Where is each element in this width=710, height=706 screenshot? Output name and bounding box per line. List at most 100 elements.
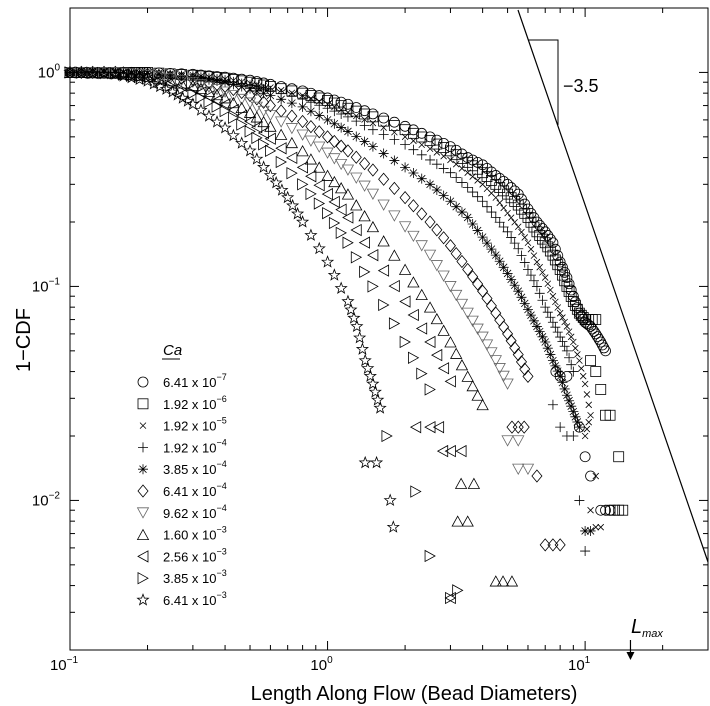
marker-asterisk bbox=[555, 371, 566, 382]
marker-plus bbox=[416, 149, 427, 160]
marker-x bbox=[581, 380, 589, 388]
marker-x bbox=[464, 169, 471, 176]
marker-triangle-up bbox=[334, 182, 348, 194]
marker-triangle-left bbox=[377, 264, 390, 277]
marker-triangle-up bbox=[358, 210, 371, 222]
marker-star bbox=[140, 74, 155, 87]
marker-asterisk bbox=[367, 141, 378, 152]
x-tick-label: 100 bbox=[310, 655, 333, 674]
marker-x bbox=[536, 263, 543, 271]
marker-triangle-up bbox=[444, 336, 457, 348]
marker-x bbox=[587, 411, 594, 419]
marker-diamond bbox=[519, 362, 531, 376]
marker-circle bbox=[328, 94, 340, 106]
legend-label: 3.85 x 10−4 bbox=[163, 459, 227, 477]
marker-diamond bbox=[462, 262, 474, 277]
marker-plus bbox=[525, 270, 536, 281]
marker-triangle-up bbox=[285, 136, 299, 149]
marker-asterisk bbox=[138, 464, 148, 475]
marker-triangle-right bbox=[378, 298, 390, 312]
marker-triangle-right bbox=[416, 367, 428, 380]
marker-plus bbox=[547, 317, 558, 328]
marker-x bbox=[139, 422, 147, 429]
marker-x bbox=[514, 223, 522, 231]
marker-square bbox=[502, 188, 513, 200]
marker-diamond bbox=[547, 538, 559, 552]
marker-x bbox=[541, 274, 549, 281]
marker-plus bbox=[564, 352, 575, 363]
marker-triangle-down bbox=[274, 116, 288, 128]
marker-asterisk bbox=[142, 68, 153, 79]
marker-square bbox=[477, 167, 489, 179]
marker-asterisk bbox=[522, 304, 533, 315]
marker-triangle-up bbox=[274, 128, 288, 140]
marker-x bbox=[539, 269, 546, 276]
legend-label: 3.85 x 10−3 bbox=[163, 568, 227, 586]
series-star bbox=[63, 65, 400, 533]
marker-circle bbox=[559, 266, 571, 278]
marker-triangle-down bbox=[358, 180, 371, 192]
marker-circle bbox=[595, 336, 607, 348]
slope-triangle bbox=[517, 9, 709, 563]
marker-diamond bbox=[506, 420, 518, 434]
marker-plus bbox=[531, 281, 542, 292]
marker-triangle-left bbox=[296, 161, 308, 174]
marker-plus bbox=[482, 201, 493, 212]
marker-diamond bbox=[297, 114, 309, 129]
marker-x bbox=[585, 418, 593, 426]
marker-asterisk bbox=[451, 201, 462, 212]
marker-star bbox=[218, 121, 232, 134]
marker-square bbox=[571, 303, 583, 315]
marker-star bbox=[86, 66, 100, 79]
marker-asterisk bbox=[486, 244, 497, 255]
marker-square bbox=[481, 171, 493, 182]
marker-circle bbox=[494, 173, 506, 184]
tick-labels: 10−1 100 101 100 10−1 10−2 bbox=[32, 62, 591, 674]
marker-x bbox=[500, 204, 507, 212]
marker-x bbox=[511, 218, 518, 226]
marker-plus bbox=[445, 167, 456, 178]
marker-triangle-left bbox=[399, 295, 411, 308]
marker-square bbox=[505, 192, 517, 204]
marker-star bbox=[132, 72, 147, 86]
marker-circle bbox=[335, 96, 347, 108]
marker-plus bbox=[329, 106, 340, 117]
marker-star bbox=[386, 520, 400, 533]
marker-triangle-left bbox=[388, 279, 400, 293]
marker-star bbox=[383, 493, 397, 507]
marker-triangle-down bbox=[152, 71, 166, 83]
marker-asterisk bbox=[519, 298, 530, 309]
marker-square bbox=[509, 196, 521, 207]
marker-triangle-up bbox=[476, 398, 489, 411]
marker-plus bbox=[513, 243, 524, 254]
marker-x bbox=[583, 391, 591, 398]
marker-asterisk bbox=[118, 67, 129, 78]
marker-x bbox=[574, 351, 581, 358]
marker-plus bbox=[138, 442, 148, 453]
marker-triangle-up bbox=[489, 575, 502, 587]
marker-square bbox=[573, 307, 585, 319]
lmax-label: L bbox=[631, 616, 642, 638]
marker-triangle-left bbox=[164, 76, 176, 90]
marker-diamond bbox=[515, 355, 528, 369]
marker-triangle-up bbox=[407, 276, 420, 288]
marker-asterisk bbox=[456, 207, 467, 218]
marker-circle bbox=[509, 185, 521, 197]
marker-plus bbox=[477, 196, 488, 207]
marker-asterisk bbox=[276, 94, 287, 105]
marker-asterisk bbox=[110, 67, 121, 78]
marker-star bbox=[181, 94, 195, 107]
marker-triangle-up bbox=[430, 312, 444, 325]
marker-triangle-up bbox=[313, 161, 326, 173]
marker-plus bbox=[580, 546, 591, 557]
series-tri-right bbox=[64, 66, 464, 605]
marker-plus bbox=[490, 212, 501, 223]
marker-asterisk bbox=[561, 390, 572, 401]
marker-triangle-left bbox=[187, 82, 199, 95]
marker-plus bbox=[555, 332, 566, 343]
marker-triangle-right bbox=[219, 104, 231, 118]
marker-star bbox=[97, 66, 111, 80]
marker-plus bbox=[509, 238, 520, 249]
marker-asterisk bbox=[574, 422, 585, 433]
marker-triangle-down bbox=[366, 188, 380, 200]
